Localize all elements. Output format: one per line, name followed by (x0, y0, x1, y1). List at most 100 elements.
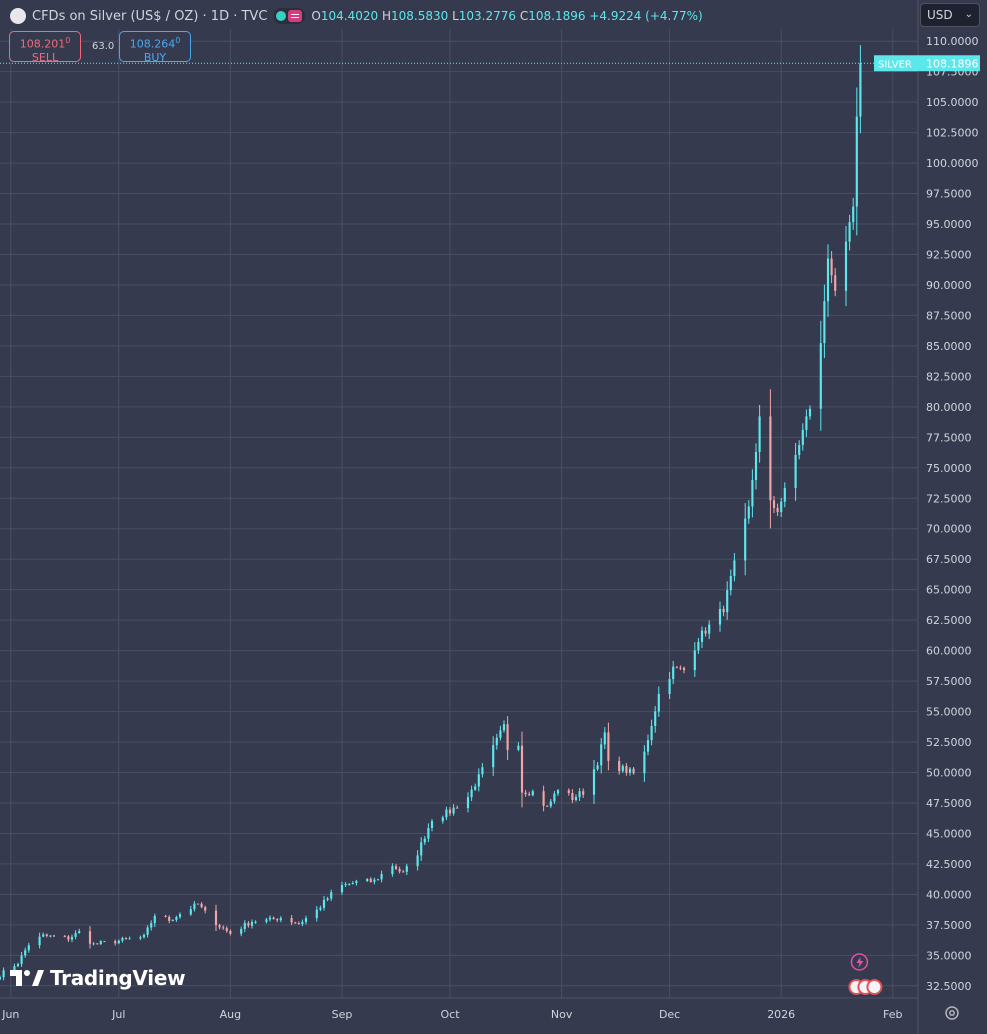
candle (780, 497, 783, 518)
candle-body (628, 768, 632, 773)
candle (553, 791, 556, 804)
x-tick-label: Dec (659, 1008, 680, 1021)
tradingview-logo[interactable]: TradingView (10, 966, 186, 990)
candle-body (646, 740, 650, 752)
candle-body (481, 767, 484, 775)
close-value: 108.1896 (528, 9, 586, 23)
brand-name: TradingView (50, 966, 186, 990)
candle (625, 762, 628, 776)
candle (758, 404, 761, 463)
candle (524, 789, 527, 797)
candle-body (405, 866, 408, 872)
settings-icon[interactable] (943, 1004, 961, 1022)
candle-body (582, 791, 585, 795)
candle (448, 807, 452, 817)
candle (794, 443, 797, 501)
candle (276, 918, 279, 923)
candle-body (668, 679, 671, 694)
candle (369, 877, 372, 883)
candle-body (38, 936, 41, 946)
buy-button[interactable]: 108.2640 BUY (119, 31, 191, 64)
candle-body (78, 931, 81, 934)
close-key: C (519, 9, 529, 23)
candle-body (373, 879, 376, 882)
candle-body (121, 937, 124, 941)
y-tick-label: 85.0000 (926, 340, 972, 353)
candle (2, 967, 5, 981)
candle-body (693, 650, 696, 671)
candle-body (330, 892, 333, 899)
candle (477, 768, 480, 792)
candle (675, 666, 678, 669)
candle-body (834, 275, 837, 291)
candle (24, 947, 27, 958)
candle-body (452, 807, 455, 814)
candle (150, 920, 153, 931)
candle-body (769, 416, 772, 501)
tradingview-logo-icon (10, 970, 44, 986)
candle (265, 917, 268, 924)
candle-body (621, 765, 624, 772)
candle-body (643, 751, 646, 774)
candle-body (571, 792, 574, 800)
candle-body (618, 760, 621, 772)
candle-body (175, 917, 178, 920)
candle-body (391, 866, 394, 875)
market-status-toggle[interactable] (273, 8, 306, 24)
currency-select[interactable]: USD ⌄ (920, 3, 980, 27)
event-marker[interactable] (866, 979, 883, 995)
candle-body (780, 501, 783, 513)
candle-body (204, 907, 207, 911)
candle (74, 930, 77, 940)
candle-body (553, 793, 556, 802)
candle-body (74, 933, 77, 937)
y-tick-label: 62.5000 (926, 614, 972, 627)
candle-body (783, 488, 786, 502)
candle-body (546, 805, 549, 807)
candle (643, 745, 646, 782)
market-open-icon (276, 11, 287, 21)
candle-body (326, 898, 329, 900)
candle (722, 605, 725, 617)
candle-body (470, 789, 473, 798)
candle-body (826, 258, 830, 302)
spread-value: 63.0 (92, 41, 115, 52)
candle (225, 926, 228, 933)
candle-body (27, 945, 30, 951)
candle (96, 943, 99, 945)
candle-body (819, 343, 822, 409)
candle (402, 869, 405, 873)
symbol-title[interactable]: CFDs on Silver (US$ / OZ) · 1D · TVC (32, 8, 268, 24)
symbol-logo-icon (10, 8, 26, 24)
candle-body (279, 918, 282, 921)
price-tag-value: 108.1896 (926, 57, 979, 70)
candle (38, 932, 41, 949)
candle-body (499, 730, 502, 738)
y-tick-label: 35.0000 (926, 949, 972, 962)
candle (380, 870, 383, 883)
time-axis[interactable]: Jun Jul Aug Sep Oct Nov Dec 2026 Feb (1, 1008, 902, 1021)
candle-body (348, 883, 351, 885)
candle-body (168, 916, 171, 921)
candle (700, 626, 704, 648)
sell-button[interactable]: 108.2010 SELL (9, 31, 81, 64)
candle-body (758, 416, 761, 452)
candle (466, 792, 470, 813)
y-tick-label: 60.0000 (926, 645, 972, 658)
candle (744, 503, 747, 576)
candle (103, 940, 106, 943)
y-tick-label: 110.0000 (926, 35, 979, 48)
candle (27, 942, 30, 953)
candle (376, 878, 380, 881)
candle-body (592, 769, 596, 795)
candle (600, 737, 603, 774)
candle-body (150, 923, 153, 928)
candle-body (265, 919, 268, 922)
candle-body (128, 938, 131, 940)
candle (646, 734, 650, 756)
price-tag-name: SILVER (878, 59, 912, 70)
events-icon[interactable] (848, 953, 883, 995)
candle (574, 794, 578, 802)
price-axis[interactable]: 32.5000 35.0000 37.5000 40.0000 42.5000 45.00… (926, 35, 979, 993)
